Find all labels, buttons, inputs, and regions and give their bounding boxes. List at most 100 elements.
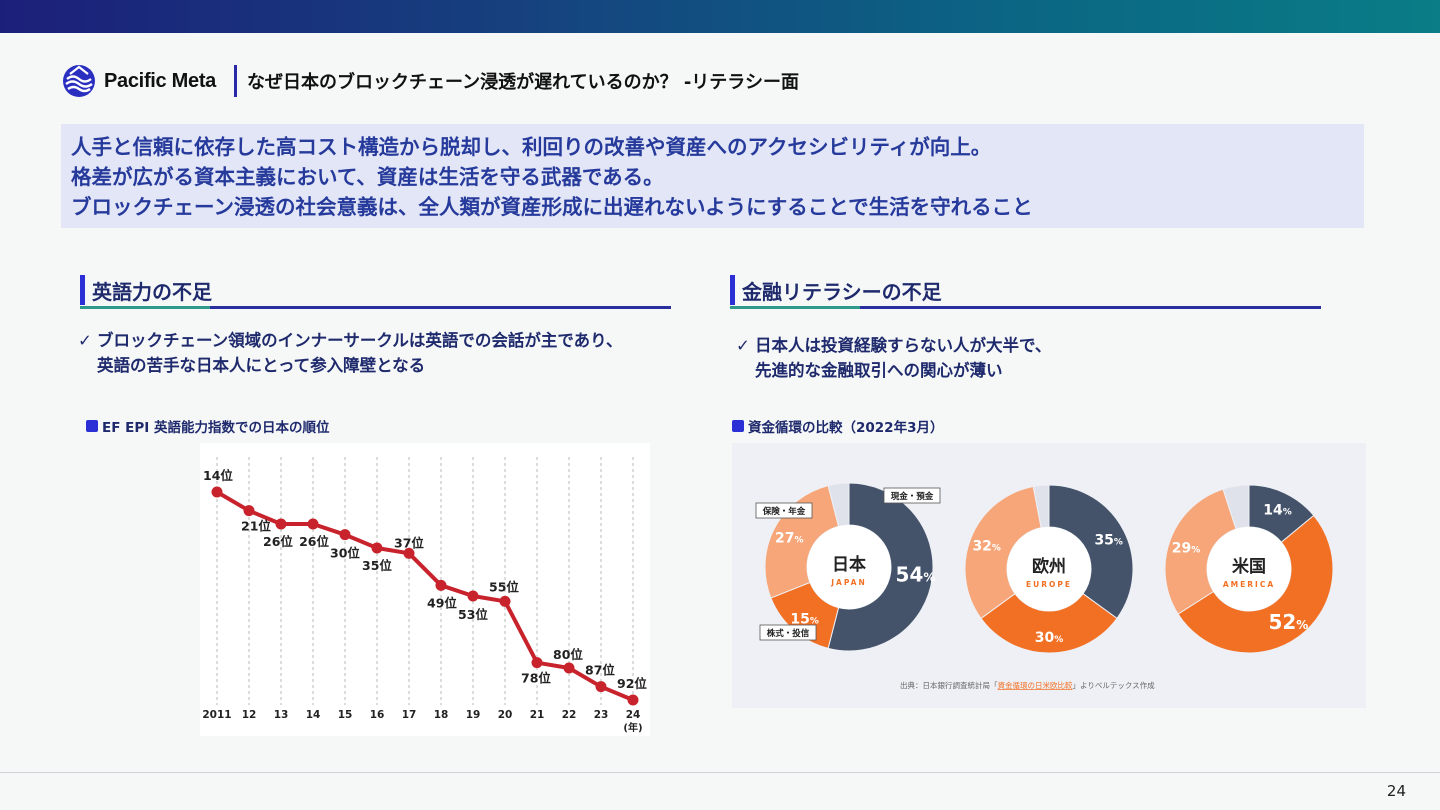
x-tick-label: 2011 [202,709,231,721]
donut-title: 欧州 [1032,556,1066,577]
slice-label: 29% [1172,540,1201,556]
x-tick-label: 20 [498,709,513,721]
data-label: 26位 [263,534,293,549]
callout-box [759,624,817,641]
caption-square-icon [86,420,98,432]
summary-box: 人手と信頼に依存した高コスト構造から脱却し、利回りの改善や資産へのアクセシビリテ… [61,124,1364,228]
slice-label: 54% [896,562,936,586]
x-tick-label: 17 [402,709,417,721]
data-point [339,529,351,541]
caption-text: 資金循環の比較（2022年3月） [748,420,944,436]
slice-label: 14% [1263,502,1292,518]
pacific-meta-logo-icon [63,65,95,97]
bullet-english: ✓ ブロックチェーン領域のインナーサークルは英語での会話が主であり、 英語の苦手… [78,328,678,380]
data-point [243,505,255,517]
check-icon: ✓ [78,331,92,350]
data-label: 49位 [427,595,457,610]
summary-line: 人手と信頼に依存した高コスト構造から脱却し、利回りの改善や資産へのアクセシビリテ… [71,135,992,159]
footer-divider [0,772,1440,773]
x-tick-label: 23 [594,709,609,721]
data-label: 30位 [330,546,360,561]
data-label: 87位 [585,663,615,678]
x-unit-label: (年) [623,721,642,734]
callout-box [755,502,813,519]
donut-title: 米国 [1232,556,1266,577]
bullet-finance: ✓ 日本人は投資経験すらない人が大半で、 先進的な金融取引への関心が薄い [736,333,1336,385]
brand-name: Pacific Meta [104,69,217,92]
donut-hole [807,525,891,609]
section-heading-finance: 金融リテラシーの不足 [730,275,1321,309]
bullet-line: 英語の苦手な日本人にとって参入障壁となる [97,356,426,375]
section-heading-english: 英語力の不足 [80,275,671,309]
top-gradient-bar [0,0,1440,33]
x-tick-label: 14 [306,709,321,721]
chart-caption-finance: 資金循環の比較（2022年3月） [732,416,943,436]
caption-square-icon [732,420,744,432]
bullet-line: ブロックチェーン領域のインナーサークルは英語での会話が主であり、 [97,331,623,350]
summary-line: ブロックチェーン浸透の社会意義は、全人類が資産形成に出遅れないようにすることで生… [71,195,1033,219]
x-tick-label: 13 [274,709,289,721]
data-label: 55位 [489,579,519,594]
data-label: 14位 [203,468,233,483]
slice-label: 30% [1035,630,1064,646]
slice-label: 27% [775,531,804,547]
chart-caption-english: EF EPI 英語能力指数での日本の順位 [86,416,329,436]
header-divider [234,65,238,97]
data-label: 78位 [521,671,551,686]
callout-label: 株式・投信 [767,628,810,639]
donut-hole [1007,527,1091,611]
data-point [531,657,543,669]
data-point [307,518,319,530]
x-tick-label: 15 [338,709,353,721]
x-tick-label: 21 [530,709,545,721]
heading-underline [730,306,1321,309]
heading-accent-bar [80,275,85,305]
data-point [371,542,383,554]
donut-title: 日本 [832,554,866,575]
x-tick-label: 18 [434,709,449,721]
data-point [275,518,287,530]
heading-underline [80,306,671,309]
data-point [403,547,415,559]
data-point [211,486,223,498]
page-header: Pacific Meta なぜ日本のブロックチェーン浸透が遅れているのか？ -リ… [62,64,799,98]
x-tick-label: 12 [242,709,257,721]
brand-logo[interactable]: Pacific Meta [62,64,216,98]
summary-line: 格差が広がる資本主義において、資産は生活を守る武器である。 [71,165,664,189]
data-point [435,579,447,591]
caption-text: EF EPI 英語能力指数での日本の順位 [102,420,330,436]
ranking-chart: 2011 12 13 14 15 16 17 18 19 20 21 22 23 24 (年) 14位 21位 2… [200,443,650,736]
callout-label: 現金・預金 [891,491,934,502]
callout-label: 保険・年金 [762,506,806,517]
slice-label: 52% [1268,610,1308,634]
x-tick-label: 22 [562,709,577,721]
data-point [627,694,639,706]
callout-box [883,487,941,504]
x-tick-label: 24 [626,709,641,721]
donut-subtitle: JAPAN [830,578,867,587]
data-label: 26位 [299,534,329,549]
data-point [467,590,479,602]
ranking-line-chart: 2011 12 13 14 15 16 17 18 19 20 21 22 23 24(年)14位21位2… [202,457,647,734]
bullet-line: 日本人は投資経験すらない人が大半で、 [755,336,1052,355]
page-title: なぜ日本のブロックチェーン浸透が遅れているのか？ -リテラシー面 [247,72,799,93]
donut-subtitle: AMERICA [1223,580,1275,589]
check-icon: ✓ [736,336,750,355]
pie-slice [1164,488,1237,615]
donut-hole [1207,527,1291,611]
pie-slice [980,592,1118,654]
slice-label: 15% [790,611,819,627]
heading-accent-bar [730,275,735,305]
bullet-line: 先進的な金融取引への関心が薄い [755,361,1003,380]
slice-label: 32% [972,538,1001,554]
data-label: 35位 [362,558,392,573]
x-tick-label: 19 [466,709,481,721]
data-label: 21位 [241,519,271,534]
data-point [563,662,575,674]
section-heading-label: 金融リテラシーの不足 [742,280,942,304]
donut-subtitle: EUROPE [1026,580,1072,589]
asset-allocation-chart: 54% 15% 27% 日本 JAPAN 35% 30% 32% 欧州 EUROPE 14% 52% 2… [732,443,1366,708]
data-label: 80位 [553,647,583,662]
data-label: 53位 [458,607,488,622]
section-heading-label: 英語力の不足 [92,280,212,304]
